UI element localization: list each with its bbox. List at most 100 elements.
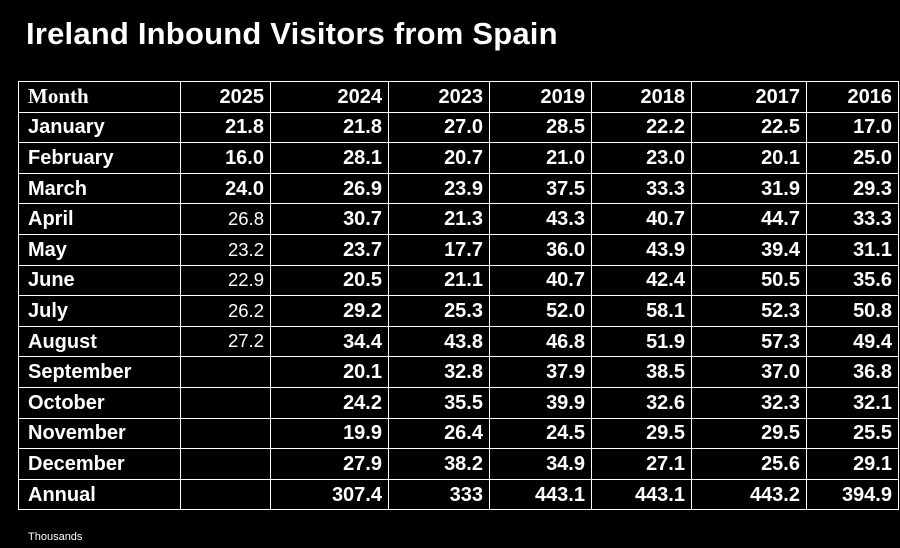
- table-cell: 57.3: [691, 325, 807, 358]
- table-cell: 20.5: [270, 264, 389, 297]
- table-cell: 39.4: [691, 233, 807, 266]
- table-cell: 25.6: [691, 448, 807, 480]
- column-header-year: 2016: [806, 81, 899, 113]
- row-label: January: [18, 111, 181, 144]
- table-cell: 23.7: [270, 233, 389, 266]
- table-cell: 44.7: [691, 203, 807, 235]
- table-cell: 24.0: [180, 172, 271, 205]
- table-cell: 443.2: [691, 478, 807, 511]
- table-cell: [180, 356, 271, 388]
- row-label: February: [18, 142, 181, 174]
- table-cell: 20.1: [691, 142, 807, 174]
- row-label: December: [18, 448, 181, 480]
- table-cell: 22.5: [691, 111, 807, 144]
- row-label: June: [18, 264, 181, 297]
- column-header-year: 2025: [180, 81, 271, 113]
- page-title: Ireland Inbound Visitors from Spain: [26, 16, 558, 51]
- table-cell: 31.9: [691, 172, 807, 205]
- table-cell: 26.2: [180, 295, 271, 327]
- table-cell: 307.4: [270, 478, 389, 511]
- column-header-year: 2017: [691, 81, 807, 113]
- table-cell: 32.8: [388, 356, 490, 388]
- table-row: June 22.9 20.5 21.1 40.7 42.4 50.5 35.6: [18, 264, 899, 297]
- table-cell: 20.1: [270, 356, 389, 388]
- table-row: July 26.2 29.2 25.3 52.0 58.1 52.3 50.8: [18, 295, 899, 327]
- table-cell: 29.5: [691, 417, 807, 450]
- table-cell: 443.1: [489, 478, 592, 511]
- table-cell: 35.5: [388, 386, 490, 419]
- table-cell: 19.9: [270, 417, 389, 450]
- table-cell: 43.3: [489, 203, 592, 235]
- table-cell: 35.6: [806, 264, 899, 297]
- table-cell: 32.6: [591, 386, 692, 419]
- table-cell: 34.9: [489, 448, 592, 480]
- table-row: August 27.2 34.4 43.8 46.8 51.9 57.3 49.4: [18, 325, 899, 358]
- table-cell: 38.5: [591, 356, 692, 388]
- column-header-year: 2023: [388, 81, 490, 113]
- table-cell: 37.5: [489, 172, 592, 205]
- table-cell: 34.4: [270, 325, 389, 358]
- table-cell: [180, 417, 271, 450]
- table-cell: 52.0: [489, 295, 592, 327]
- table-row: April 26.8 30.7 21.3 43.3 40.7 44.7 33.3: [18, 203, 899, 235]
- table-cell: 38.2: [388, 448, 490, 480]
- table-cell: 29.2: [270, 295, 389, 327]
- table-cell: [180, 448, 271, 480]
- table-cell: 29.1: [806, 448, 899, 480]
- column-header-year: 2018: [591, 81, 692, 113]
- table-cell: [180, 478, 271, 511]
- table-cell: 29.5: [591, 417, 692, 450]
- table-cell: 24.5: [489, 417, 592, 450]
- table-cell: 27.0: [388, 111, 490, 144]
- table-cell: 443.1: [591, 478, 692, 511]
- table-cell: 25.3: [388, 295, 490, 327]
- table-cell: 23.0: [591, 142, 692, 174]
- row-label: July: [18, 295, 181, 327]
- table-cell: 28.5: [489, 111, 592, 144]
- table-cell: 17.7: [388, 233, 490, 266]
- table-cell: 50.5: [691, 264, 807, 297]
- column-header-year: 2024: [270, 81, 389, 113]
- header-row: Month 2025 2024 2023 2019 2018 2017 2016: [18, 81, 899, 113]
- table-cell: 23.2: [180, 233, 271, 266]
- table-cell: 36.0: [489, 233, 592, 266]
- table-cell: 40.7: [591, 203, 692, 235]
- row-label: November: [18, 417, 181, 450]
- table-cell: 32.3: [691, 386, 807, 419]
- table-cell: 21.1: [388, 264, 490, 297]
- table-cell: 30.7: [270, 203, 389, 235]
- column-header-month: Month: [18, 81, 181, 113]
- table-row: Annual 307.4 333 443.1 443.1 443.2 394.9: [18, 478, 899, 511]
- table-cell: 25.0: [806, 142, 899, 174]
- table-row: February 16.0 28.1 20.7 21.0 23.0 20.1 25.0: [18, 142, 899, 174]
- row-label: August: [18, 325, 181, 358]
- table-row: December 27.9 38.2 34.9 27.1 25.6 29.1: [18, 448, 899, 480]
- table-cell: 16.0: [180, 142, 271, 174]
- table-cell: 49.4: [806, 325, 899, 358]
- table-cell: 43.8: [388, 325, 490, 358]
- table-cell: 21.8: [180, 111, 271, 144]
- table-body: January 21.8 21.8 27.0 28.5 22.2 22.5 17.0 Febru…: [18, 111, 899, 511]
- table-cell: 21.0: [489, 142, 592, 174]
- table-cell: 22.2: [591, 111, 692, 144]
- table-cell: 36.8: [806, 356, 899, 388]
- table-cell: 32.1: [806, 386, 899, 419]
- table-cell: 24.2: [270, 386, 389, 419]
- column-header-year: 2019: [489, 81, 592, 113]
- table-cell: 37.0: [691, 356, 807, 388]
- table-cell: 33.3: [806, 203, 899, 235]
- table-cell: 27.1: [591, 448, 692, 480]
- table-cell: 42.4: [591, 264, 692, 297]
- table-cell: 37.9: [489, 356, 592, 388]
- table-row: October 24.2 35.5 39.9 32.6 32.3 32.1: [18, 386, 899, 419]
- table-cell: 17.0: [806, 111, 899, 144]
- row-label: October: [18, 386, 181, 419]
- table-cell: 22.9: [180, 264, 271, 297]
- table-cell: 23.9: [388, 172, 490, 205]
- table-cell: 28.1: [270, 142, 389, 174]
- table-cell: 26.8: [180, 203, 271, 235]
- table-cell: 52.3: [691, 295, 807, 327]
- table-cell: 26.4: [388, 417, 490, 450]
- table-cell: 40.7: [489, 264, 592, 297]
- table-row: November 19.9 26.4 24.5 29.5 29.5 25.5: [18, 417, 899, 450]
